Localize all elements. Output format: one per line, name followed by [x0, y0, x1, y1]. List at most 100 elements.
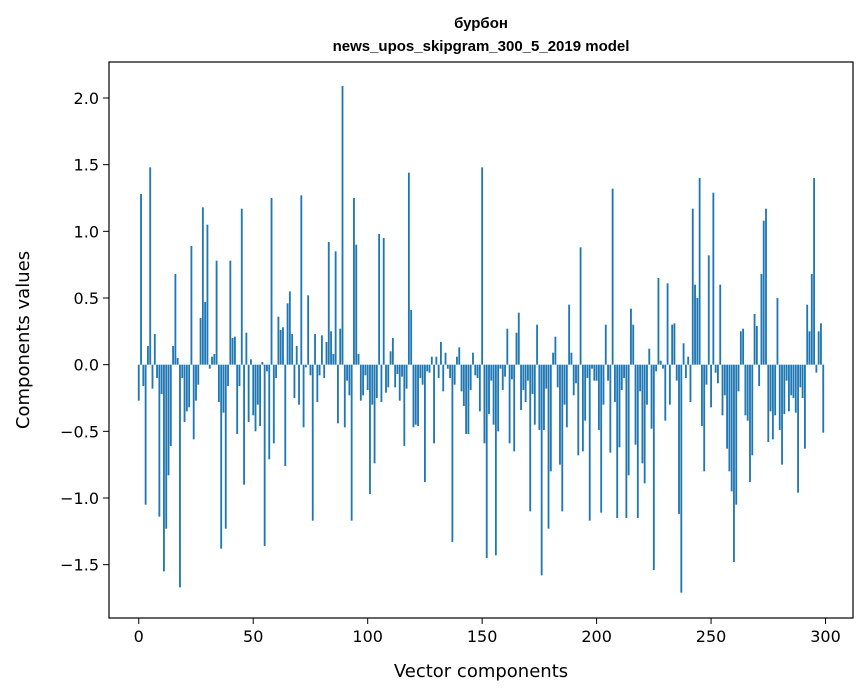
bar-component-39 [227, 364, 229, 386]
bar-component-172 [531, 364, 534, 394]
bar-component-160 [504, 364, 506, 377]
bar-component-35 [217, 364, 220, 402]
bar-component-226 [655, 364, 658, 372]
bar-component-70 [298, 364, 300, 405]
plot-frame [108, 61, 854, 619]
bar-component-161 [506, 328, 509, 365]
bar-component-112 [394, 364, 397, 388]
bar-component-154 [490, 364, 493, 381]
bar-component-26 [197, 364, 200, 385]
bar-component-158 [499, 364, 502, 369]
bar-component-80 [320, 335, 323, 365]
bar-component-238 [682, 343, 685, 365]
bar-component-41 [231, 338, 234, 365]
bar-component-189 [570, 352, 573, 365]
bar-component-233 [671, 324, 674, 365]
bar-component-270 [755, 326, 758, 365]
bar-component-13 [167, 364, 170, 476]
bar-component-170 [527, 364, 529, 381]
bar-component-49 [250, 359, 252, 365]
bar-component-162 [508, 364, 511, 444]
bar-component-173 [533, 364, 536, 425]
bar-component-28 [201, 207, 204, 365]
bar-component-282 [783, 364, 786, 414]
bar-component-114 [398, 364, 401, 401]
bar-component-239 [684, 364, 687, 378]
bar-component-132 [440, 342, 442, 365]
x-tick-label: 250 [696, 627, 727, 646]
bar-component-123 [419, 364, 422, 378]
y-tick-label: −1.0 [60, 489, 99, 508]
bar-component-89 [341, 86, 344, 365]
bar-component-165 [515, 332, 518, 365]
bar-component-57 [268, 364, 271, 460]
bar-component-107 [382, 238, 385, 365]
y-axis-ticks: −1.5 −1.0 −0.5 0.0 0.5 1.0 1.5 2.0 [60, 89, 109, 575]
bar-component-47 [245, 332, 248, 365]
bar-component-263 [739, 331, 742, 365]
bar-component-230 [664, 364, 667, 421]
bar-component-197 [588, 364, 591, 521]
bar-component-218 [636, 364, 639, 518]
bar-component-10 [160, 364, 163, 394]
bar-component-71 [300, 195, 303, 365]
bar-component-182 [554, 336, 557, 365]
bar-component-36 [220, 364, 223, 549]
bar-component-32 [211, 356, 213, 365]
bar-component-195 [584, 364, 587, 421]
bar-component-20 [183, 364, 186, 422]
bar-component-262 [737, 364, 740, 392]
bar-component-261 [735, 364, 738, 505]
bar-component-22 [188, 364, 191, 408]
bar-component-11 [163, 364, 165, 572]
bar-component-248 [705, 364, 708, 385]
bar-component-191 [575, 364, 577, 384]
bar-component-146 [472, 352, 474, 365]
bar-component-244 [696, 298, 699, 365]
bar-component-53 [259, 364, 261, 426]
bar-component-1 [140, 194, 142, 365]
bar-component-62 [279, 330, 282, 365]
bar-component-74 [307, 295, 310, 365]
bar-component-137 [451, 364, 454, 542]
bar-component-92 [348, 364, 351, 396]
bar-component-33 [213, 354, 216, 365]
bar-component-58 [270, 198, 273, 365]
bar-component-247 [703, 364, 706, 472]
y-tick-label: 2.0 [74, 89, 99, 108]
bar-component-203 [602, 364, 605, 405]
bar-component-229 [662, 364, 664, 369]
bar-component-96 [357, 354, 360, 365]
bar-component-190 [572, 364, 575, 396]
bar-component-171 [529, 364, 532, 512]
bar-component-164 [513, 364, 516, 452]
bar-component-149 [478, 364, 481, 412]
bar-component-115 [401, 364, 403, 377]
bar-component-168 [522, 364, 525, 390]
bar-component-101 [369, 364, 371, 494]
bar-component-143 [465, 364, 468, 434]
bar-component-208 [614, 364, 616, 402]
bar-component-268 [751, 364, 754, 456]
bar-component-12 [165, 364, 168, 529]
bar-component-8 [156, 364, 158, 378]
bar-component-88 [339, 328, 342, 365]
bar-component-152 [485, 364, 488, 558]
bar-component-134 [444, 352, 447, 365]
bar-component-223 [648, 348, 651, 365]
bar-component-276 [769, 364, 772, 412]
bar-component-236 [678, 364, 680, 514]
bar-component-257 [726, 364, 729, 449]
bar-component-260 [733, 364, 735, 562]
bar-component-293 [808, 331, 811, 365]
bar-component-194 [581, 364, 584, 452]
bar-component-222 [646, 364, 648, 405]
bar-component-242 [691, 208, 694, 365]
bar-component-214 [627, 364, 630, 476]
bar-component-21 [185, 364, 188, 412]
y-tick-label: 1.0 [74, 222, 99, 241]
bar-component-109 [387, 364, 390, 388]
bar-component-215 [630, 308, 632, 365]
bar-component-18 [179, 364, 181, 588]
bar-component-130 [435, 356, 438, 365]
